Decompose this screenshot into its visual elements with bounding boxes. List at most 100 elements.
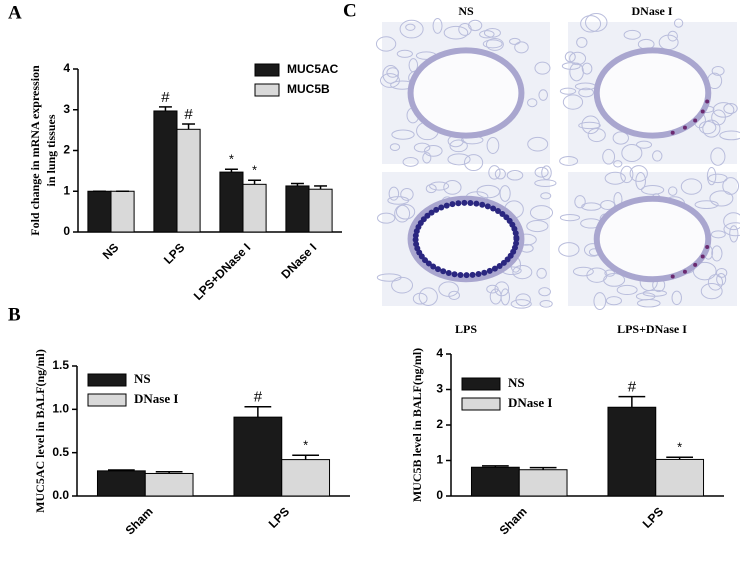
alveolus bbox=[604, 171, 626, 185]
alveolus bbox=[574, 195, 586, 209]
x-tick-label: Sham bbox=[497, 504, 530, 537]
y-axis-title: in lung tissues bbox=[44, 114, 58, 186]
mucus-stain bbox=[433, 206, 440, 213]
alveolus bbox=[576, 36, 588, 48]
panel-label: C bbox=[343, 0, 357, 21]
legend-swatch bbox=[87, 373, 127, 387]
alveolus bbox=[395, 204, 416, 220]
significance-mark: # bbox=[628, 379, 637, 396]
alveolus bbox=[443, 180, 462, 195]
error-bar bbox=[481, 465, 509, 468]
alveolus bbox=[400, 188, 414, 201]
alveolus bbox=[602, 148, 616, 165]
alveolus bbox=[671, 290, 682, 306]
alveolus bbox=[499, 185, 511, 202]
alveolus bbox=[494, 168, 506, 180]
y-tick-label: 4 bbox=[63, 61, 70, 75]
alveolus bbox=[559, 87, 577, 95]
error-bar bbox=[618, 395, 646, 408]
alveolus bbox=[527, 136, 549, 152]
mucus-stain bbox=[479, 201, 486, 208]
y-axis-title: Fold change in mRNA expression bbox=[28, 65, 42, 236]
airway-wall bbox=[593, 47, 712, 139]
alveolus bbox=[486, 284, 499, 294]
alveolus bbox=[716, 273, 727, 286]
alveolus bbox=[486, 136, 500, 154]
alveolus bbox=[581, 202, 602, 211]
panel-label: B bbox=[8, 304, 21, 325]
alveolus bbox=[706, 167, 717, 186]
mucus-stain bbox=[491, 265, 498, 272]
x-tick-label: LPS bbox=[266, 504, 292, 530]
alveolus bbox=[711, 245, 723, 262]
alveolus bbox=[559, 213, 581, 222]
significance-mark: # bbox=[254, 389, 263, 406]
alveolus bbox=[534, 166, 549, 178]
alveolus bbox=[413, 142, 431, 153]
mucus-stain bbox=[455, 200, 462, 207]
x-tick-label: LPS+DNase I bbox=[191, 240, 253, 302]
mucus-stain bbox=[445, 269, 452, 276]
mucus-stain bbox=[705, 244, 710, 249]
alveolus bbox=[593, 292, 607, 311]
mucus-stain bbox=[693, 118, 698, 123]
x-tick-label: DNase I bbox=[278, 240, 319, 281]
significance-mark: * bbox=[252, 163, 257, 178]
y-tick-label: 0 bbox=[63, 224, 70, 238]
alveolus bbox=[559, 155, 579, 166]
alveolus bbox=[562, 94, 584, 110]
legend-label: DNase I bbox=[508, 395, 552, 410]
mucus-stain bbox=[428, 209, 435, 216]
y-tick-label: 1.0 bbox=[52, 402, 69, 416]
significance-mark: * bbox=[677, 440, 682, 455]
bar bbox=[655, 458, 705, 497]
alveolus bbox=[603, 273, 626, 287]
legend-swatch bbox=[87, 393, 127, 407]
alveolus bbox=[700, 283, 723, 300]
alveolus bbox=[399, 19, 424, 39]
mucus-stain bbox=[461, 199, 468, 206]
mucus-stain bbox=[705, 99, 710, 104]
mucus-stain bbox=[438, 204, 445, 211]
significance-mark: * bbox=[303, 438, 308, 453]
alveolus bbox=[396, 49, 413, 58]
mucus-stain bbox=[457, 271, 464, 278]
mucus-stain bbox=[443, 202, 450, 209]
mucus-stain bbox=[473, 200, 480, 207]
alveolus bbox=[629, 165, 648, 182]
alveolus bbox=[391, 276, 414, 294]
airway-wall bbox=[407, 47, 525, 139]
alveolus bbox=[515, 293, 531, 307]
error-bar bbox=[666, 456, 694, 460]
mucus-stain bbox=[682, 125, 687, 130]
alveolus bbox=[514, 41, 529, 54]
alveolus bbox=[581, 115, 600, 135]
alveolus bbox=[402, 157, 419, 167]
alveolus bbox=[388, 186, 400, 201]
bar bbox=[176, 128, 201, 233]
alveolus bbox=[680, 178, 703, 195]
mucus-stain bbox=[463, 272, 470, 279]
mucus-stain bbox=[494, 208, 501, 215]
legend-swatch bbox=[254, 83, 280, 97]
alveolus bbox=[635, 292, 656, 301]
mucus-stain bbox=[430, 263, 437, 270]
error-bar bbox=[290, 182, 304, 186]
alveolus bbox=[605, 296, 622, 306]
alveolus bbox=[377, 212, 396, 224]
alveolus bbox=[710, 147, 726, 166]
alveolus bbox=[534, 179, 557, 188]
error-bar bbox=[292, 454, 320, 460]
alveolus bbox=[448, 290, 460, 300]
alveolus bbox=[463, 154, 484, 172]
alveolus bbox=[719, 130, 740, 141]
error-bar bbox=[158, 106, 172, 111]
alveolus bbox=[578, 87, 594, 98]
bar bbox=[144, 472, 194, 497]
micrograph-caption: LPS bbox=[455, 322, 477, 336]
y-axis-title: MUC5B level in BALF(ng/ml) bbox=[410, 348, 424, 502]
alveolus bbox=[612, 131, 629, 145]
mucus-stain bbox=[499, 210, 506, 217]
legend-swatch bbox=[254, 63, 280, 77]
alveolus bbox=[512, 265, 533, 280]
